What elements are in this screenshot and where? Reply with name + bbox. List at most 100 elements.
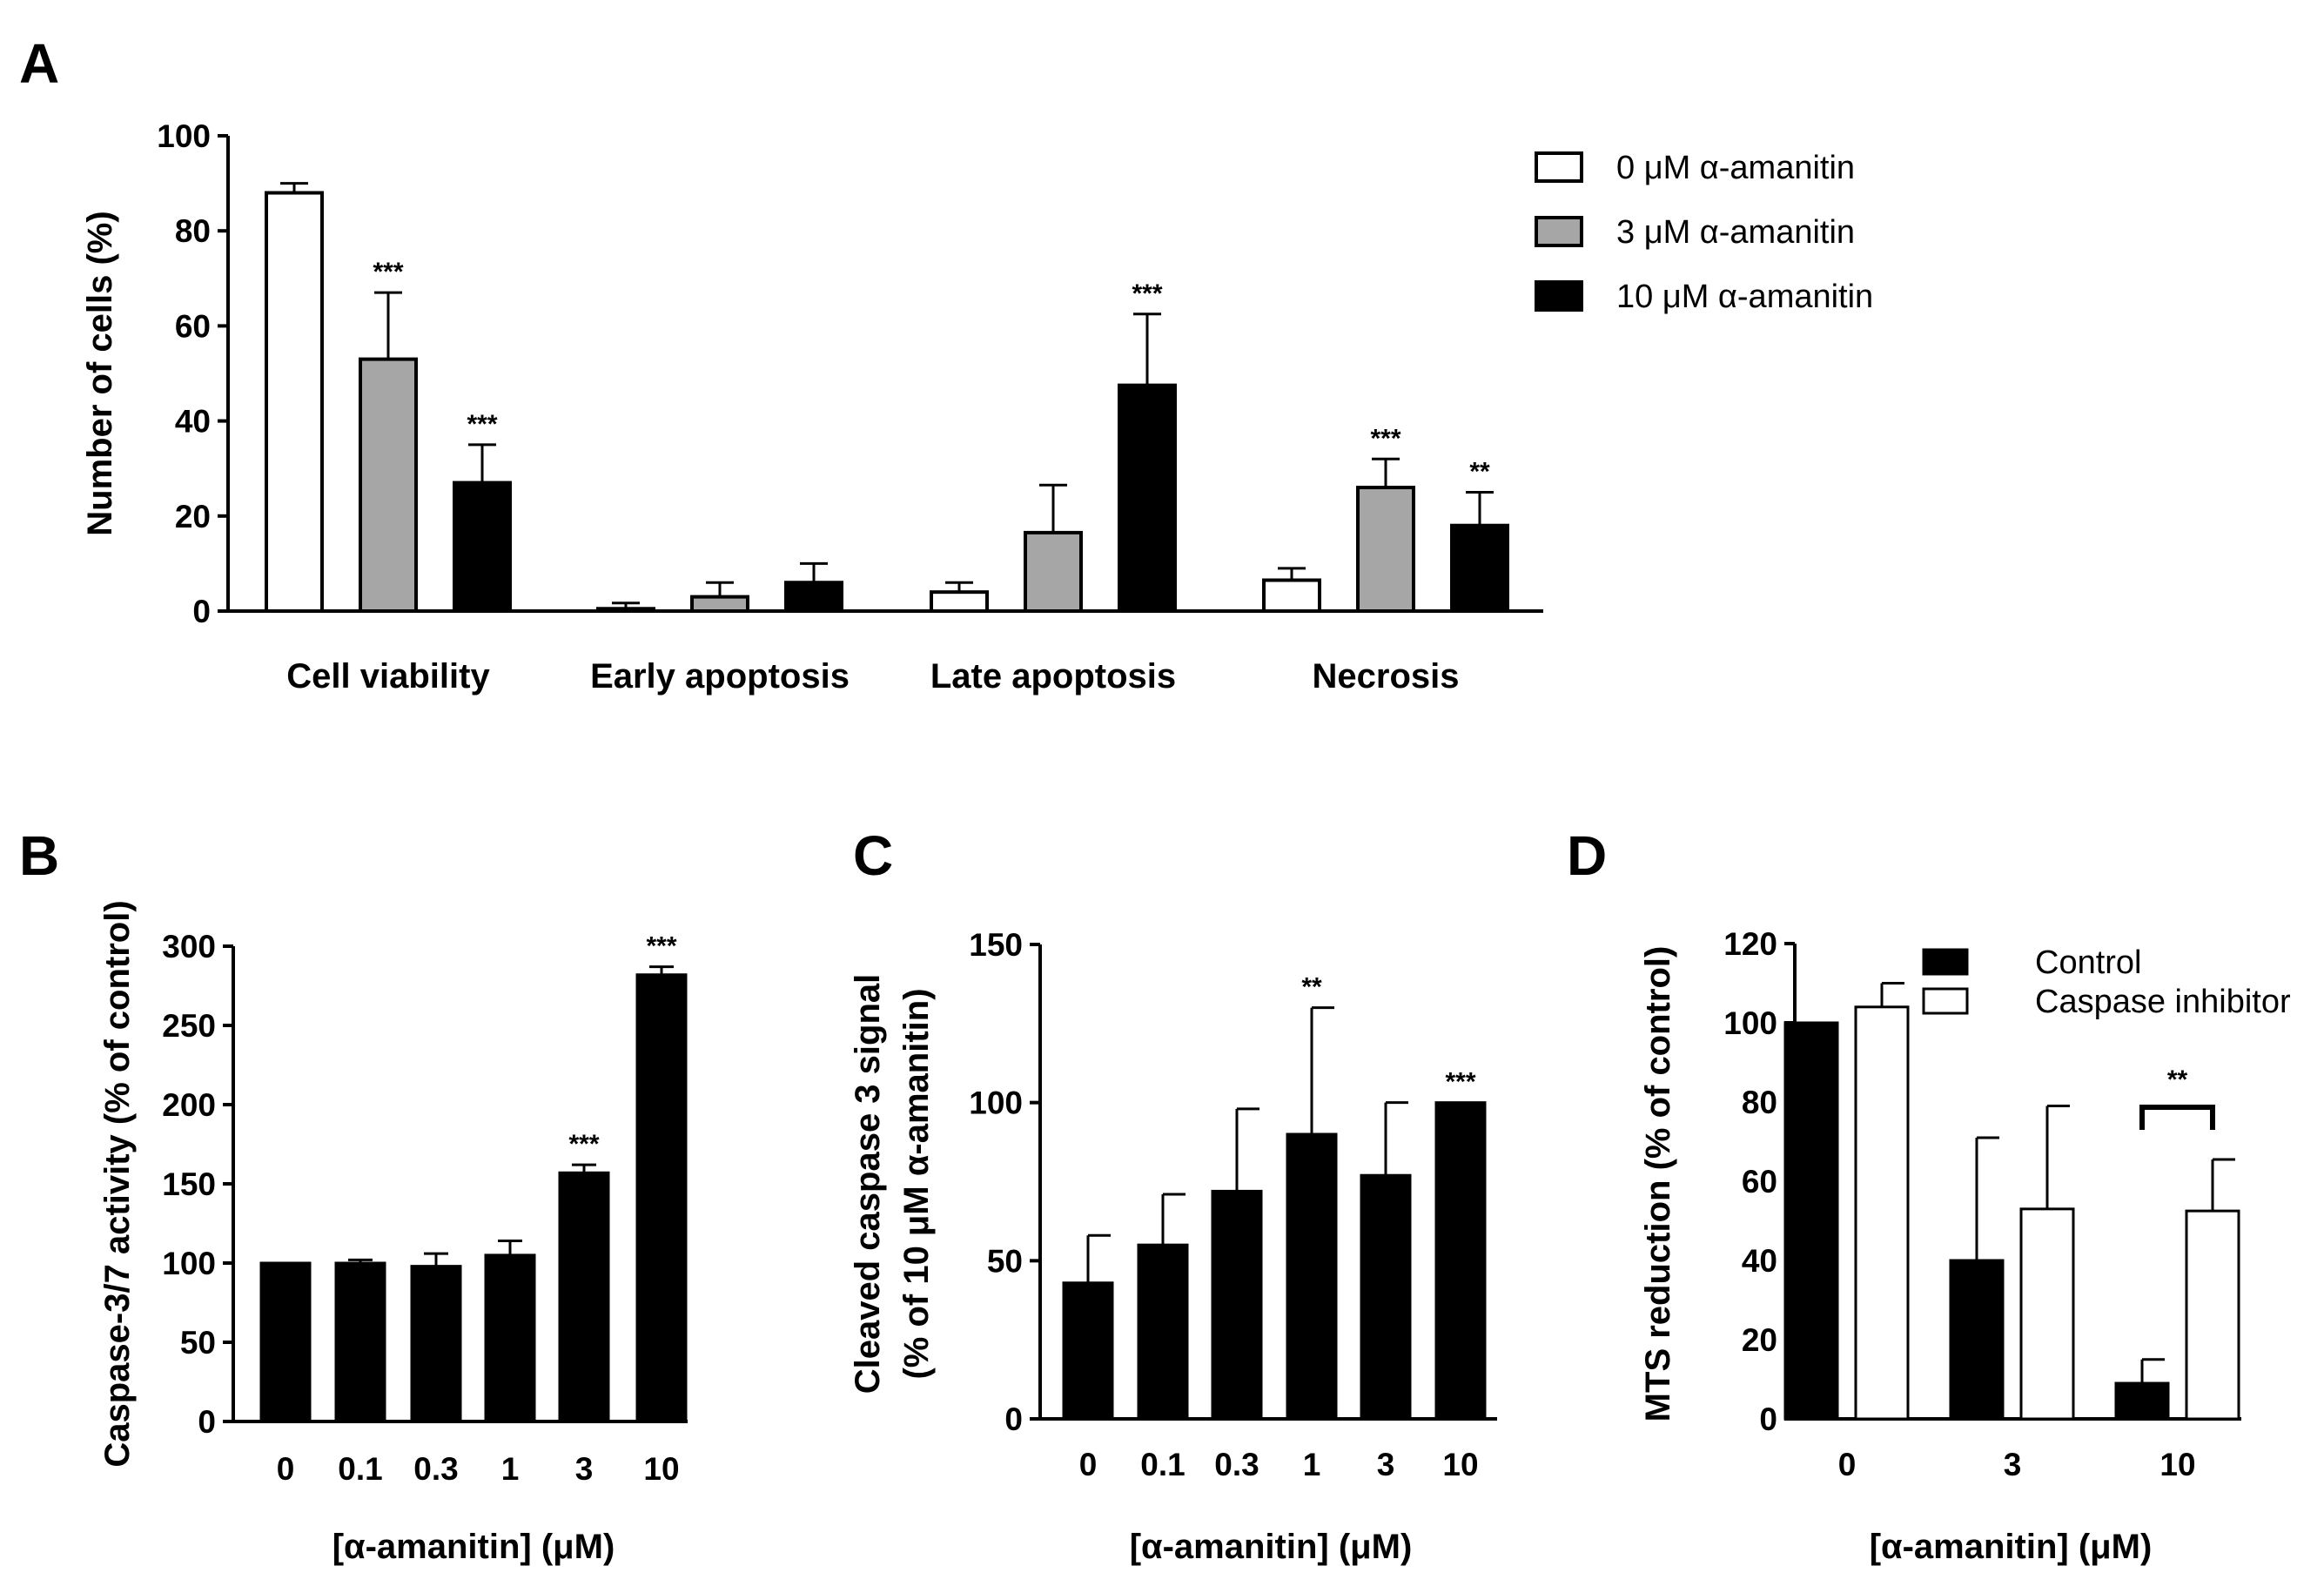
panel-d-ytick-label: 100 [1723, 1005, 1777, 1041]
panel-c-xtick-label: 0.1 [1140, 1447, 1185, 1482]
panel-c-bar [1360, 1173, 1412, 1421]
panel-c-bar [1062, 1281, 1114, 1421]
panel-c-x-axis-title: [α-amanitin] (μM) [1130, 1528, 1413, 1566]
panel-a-significance: ** [1469, 458, 1490, 487]
panel-a-ytick-label: 60 [175, 308, 211, 344]
panel-d-legend-label: Control [2035, 944, 2142, 981]
panel-d-ytick-label: 120 [1723, 926, 1777, 962]
panel-b-bar [410, 1265, 462, 1423]
panel-a-ytick-label: 100 [157, 118, 211, 154]
panel-b-bar [558, 1171, 610, 1423]
panel-a-legend-label: 0 μM α-amanitin [1616, 150, 1855, 186]
panel-d-xtick-label: 10 [2159, 1447, 2195, 1482]
panel-c-xtick-label: 3 [1377, 1447, 1395, 1482]
panel-letter-a: A [19, 32, 59, 95]
panel-d-bar [2185, 1209, 2240, 1421]
panel-c-bar [1211, 1189, 1263, 1421]
panel-a-bar [930, 590, 989, 613]
panel-c-xtick-label: 0 [1079, 1447, 1098, 1482]
panel-a-legend-swatch [1535, 216, 1583, 247]
panel-a-ytick-label: 0 [192, 594, 211, 629]
panel-d-ytick-label: 60 [1742, 1164, 1777, 1200]
panel-a-bar [784, 581, 843, 613]
panel-a-category-label: Necrosis [1313, 657, 1460, 696]
panel-c-bar [1137, 1243, 1189, 1421]
panel-b-bar [484, 1253, 536, 1423]
panel-a-category-label: Cell viability [286, 657, 490, 696]
panel-b-xtick-label: 1 [501, 1451, 520, 1487]
panel-d-xtick-label: 3 [2004, 1447, 2022, 1482]
panel-b-x-axis-title: [α-amanitin] (μM) [332, 1528, 615, 1566]
panel-a-significance: *** [373, 258, 403, 286]
panel-d-ytick-label: 40 [1742, 1243, 1777, 1279]
panel-d-bar [1854, 1005, 1910, 1421]
panel-a-category-label: Late apoptosis [930, 657, 1176, 696]
panel-b-ytick-label: 50 [180, 1325, 216, 1361]
panel-a-legend-label: 10 μM α-amanitin [1616, 279, 1873, 315]
panel-c-xtick-label: 1 [1303, 1447, 1321, 1482]
panel-a-bar [265, 191, 324, 614]
panel-a-legend-swatch [1535, 151, 1583, 183]
panel-d-ytick-label: 0 [1759, 1401, 1777, 1437]
panel-b-xtick-label: 3 [575, 1451, 594, 1487]
panel-c-ytick-label: 100 [969, 1085, 1023, 1121]
panel-d-bar [1949, 1259, 2005, 1421]
panel-c-significance: *** [1445, 1068, 1475, 1097]
panel-b-y-axis-title: Caspase-3/7 activity (% of control) [98, 900, 137, 1467]
panel-c-xtick-label: 10 [1442, 1447, 1478, 1482]
panel-c-significance: ** [1301, 973, 1322, 1002]
panel-a-significance: *** [1370, 424, 1400, 453]
panel-c-bar [1434, 1101, 1487, 1421]
panel-a-ytick-label: 40 [175, 404, 211, 440]
panel-b-xtick-label: 0 [277, 1451, 295, 1487]
panel-c-y-axis-subtitle: (% of 10 μM α-amanitin) [897, 988, 936, 1379]
panel-d-legend-swatch [1922, 987, 1969, 1015]
panel-letter-c: C [853, 824, 893, 887]
panel-a-bar [1262, 578, 1321, 614]
panel-letter-d: D [1567, 824, 1607, 887]
panel-c-ytick-label: 50 [987, 1243, 1023, 1279]
panel-a-bar [1024, 530, 1083, 613]
panel-a-ytick-label: 20 [175, 499, 211, 534]
panel-a-y-axis-title: Number of cells (%) [81, 211, 119, 535]
panel-a-bar [596, 607, 655, 614]
panel-b-ytick-label: 0 [198, 1404, 216, 1440]
panel-letter-b: B [19, 824, 59, 887]
panel-d-ytick-label: 20 [1742, 1322, 1777, 1358]
panel-c-ytick-label: 150 [969, 927, 1023, 963]
panel-d-bar [2019, 1207, 2075, 1421]
panel-b-xtick-label: 10 [643, 1451, 679, 1487]
panel-b-xtick-label: 0.1 [338, 1451, 382, 1487]
panel-c-y-axis-title: Cleaved caspase 3 signal [849, 974, 887, 1394]
panel-b-ytick-label: 300 [162, 929, 216, 964]
panel-b-ytick-label: 250 [162, 1008, 216, 1044]
panel-c-ytick-label: 0 [1004, 1401, 1023, 1437]
panel-d-significance: ** [2167, 1065, 2188, 1094]
panel-b-significance: *** [568, 1130, 599, 1159]
panel-a-bar [453, 481, 512, 614]
panel-b-bar [259, 1261, 312, 1423]
panel-d-ytick-label: 80 [1742, 1085, 1777, 1120]
panel-a-bar [1450, 523, 1509, 613]
panel-a-legend-label: 3 μM α-amanitin [1616, 214, 1855, 251]
panel-d-bar [1783, 1021, 1839, 1421]
panel-b-xtick-label: 0.3 [413, 1451, 458, 1487]
panel-b-ytick-label: 100 [162, 1246, 216, 1281]
panel-d-bar [2114, 1381, 2170, 1421]
panel-a-chart: 0 20 40 60 80 100 Number of cells (%) Cell viab… [81, 118, 1873, 696]
panel-d-legend-swatch [1922, 948, 1969, 976]
panel-c-xtick-label: 0.3 [1214, 1447, 1259, 1482]
panel-a-ytick-label: 80 [175, 213, 211, 249]
panel-d-x-axis-title: [α-amanitin] (μM) [1870, 1528, 2153, 1566]
panel-b-significance: *** [646, 932, 676, 961]
panel-b-ytick-label: 150 [162, 1166, 216, 1202]
panel-d-chart: 0 20 40 60 80 100 120 MTS reduction (% of contr… [1639, 926, 2291, 1566]
panel-d-y-axis-title: MTS reduction (% of control) [1639, 946, 1677, 1422]
panel-a-bar [359, 357, 418, 613]
panel-a-legend-swatch [1535, 280, 1583, 312]
panel-a-significance: *** [1132, 279, 1162, 308]
panel-a-bar [1356, 486, 1415, 613]
